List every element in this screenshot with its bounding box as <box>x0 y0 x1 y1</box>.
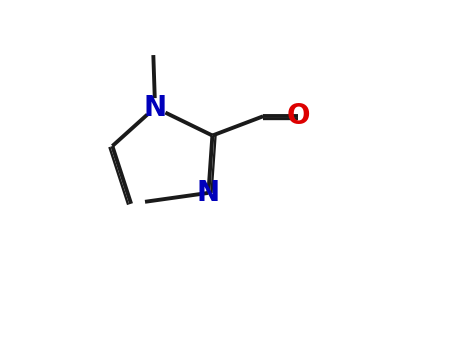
Text: N: N <box>143 93 167 121</box>
Text: O: O <box>286 102 310 130</box>
Text: N: N <box>197 179 220 207</box>
